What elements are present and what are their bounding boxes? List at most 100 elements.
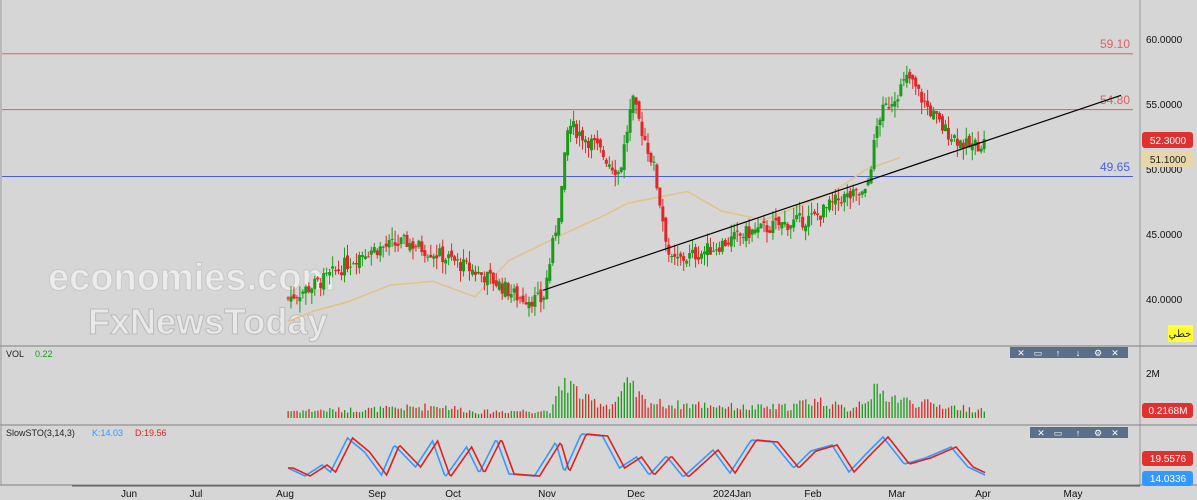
candle-body[interactable] [946,127,950,140]
candle-body[interactable] [381,246,385,248]
candle-body[interactable] [816,213,820,215]
candle-body[interactable] [432,256,436,259]
candle-body[interactable] [747,226,751,239]
candle-body[interactable] [708,247,712,255]
candle-body[interactable] [476,271,480,274]
candle-body[interactable] [441,246,445,263]
candle-body[interactable] [360,255,364,258]
candle-body[interactable] [578,131,582,136]
candle-body[interactable] [884,103,888,105]
candle-body[interactable] [839,202,843,204]
candle-body[interactable] [295,297,299,299]
candle-body[interactable] [822,204,825,218]
candle-body[interactable] [685,260,689,264]
candle-body[interactable] [768,230,772,233]
candle-body[interactable] [473,271,477,275]
ascending-trendline[interactable] [542,94,1122,291]
candle-body[interactable] [679,253,683,257]
candle-body[interactable] [482,276,486,283]
candle-body[interactable] [551,237,555,264]
candle-body[interactable] [759,223,763,228]
candle-body[interactable] [854,189,858,191]
candle-body[interactable] [533,295,537,307]
candle-body[interactable] [450,250,454,257]
candle-body[interactable] [744,226,748,241]
down-icon[interactable]: ↓ [1076,348,1081,358]
candle-body[interactable] [943,124,947,132]
candle-body[interactable] [286,297,290,299]
candle-body[interactable] [542,297,546,300]
candle-body[interactable] [732,232,736,240]
candle-body[interactable] [860,191,864,195]
candle-body[interactable] [569,125,573,134]
candle-body[interactable] [557,218,561,236]
candle-body[interactable] [604,159,608,164]
candle-body[interactable] [521,295,525,302]
candle-body[interactable] [563,152,567,190]
candle-body[interactable] [726,242,730,245]
candle-body[interactable] [753,229,757,234]
candle-body[interactable] [887,106,891,109]
candle-body[interactable] [810,213,814,215]
candle-body[interactable] [625,131,629,143]
candle-body[interactable] [640,121,644,137]
candle-body[interactable] [896,99,900,102]
candle-body[interactable] [830,201,834,203]
candle-body[interactable] [393,242,397,246]
candle-body[interactable] [343,257,347,276]
candle-body[interactable] [518,297,522,299]
candle-body[interactable] [723,239,727,247]
candle-body[interactable] [325,272,329,274]
candle-body[interactable] [649,152,653,163]
candle-body[interactable] [515,286,519,301]
candle-body[interactable] [795,215,799,220]
candle-body[interactable] [292,294,296,299]
candle-body[interactable] [586,140,590,148]
candle-body[interactable] [949,139,953,142]
candle-body[interactable] [384,243,388,247]
candle-body[interactable] [667,244,671,255]
candle-body[interactable] [512,288,516,293]
candle-body[interactable] [503,281,507,297]
candle-body[interactable] [607,164,611,167]
candle-body[interactable] [310,288,314,294]
candle-body[interactable] [399,237,403,245]
x-icon[interactable]: ✕ [1111,348,1119,358]
candle-body[interactable] [500,283,504,294]
candle-body[interactable] [637,101,641,119]
candle-body[interactable] [688,253,692,259]
candle-body[interactable] [872,139,876,170]
candle-body[interactable] [842,194,846,203]
candle-body[interactable] [363,256,367,259]
candle-body[interactable] [646,142,650,154]
candle-body[interactable] [952,135,956,138]
candle-body[interactable] [354,262,358,265]
candle-body[interactable] [524,302,528,305]
candle-body[interactable] [720,240,724,252]
candle-body[interactable] [813,211,817,214]
candle-body[interactable] [488,269,492,274]
candle-body[interactable] [405,234,409,247]
candle-body[interactable] [765,225,769,233]
minimize-icon[interactable]: ▭ [1054,428,1063,438]
candle-body[interactable] [372,247,376,253]
candle-body[interactable] [863,188,867,194]
candle-body[interactable] [979,148,983,152]
candle-body[interactable] [616,171,620,175]
candle-body[interactable] [319,282,323,289]
candle-body[interactable] [881,104,885,121]
candle-body[interactable] [771,220,775,234]
candle-body[interactable] [827,199,831,210]
candle-body[interactable] [697,257,701,260]
candle-body[interactable] [970,143,974,151]
candle-body[interactable] [893,101,897,107]
candle-body[interactable] [780,222,784,229]
candle-body[interactable] [491,272,495,284]
candle-body[interactable] [465,260,468,262]
settings-icon[interactable]: ⚙ [1094,428,1102,438]
candle-body[interactable] [941,116,944,131]
candle-body[interactable] [673,253,677,257]
candle-body[interactable] [313,278,317,289]
candle-body[interactable] [845,193,849,198]
up-icon[interactable]: ↑ [1056,348,1061,358]
